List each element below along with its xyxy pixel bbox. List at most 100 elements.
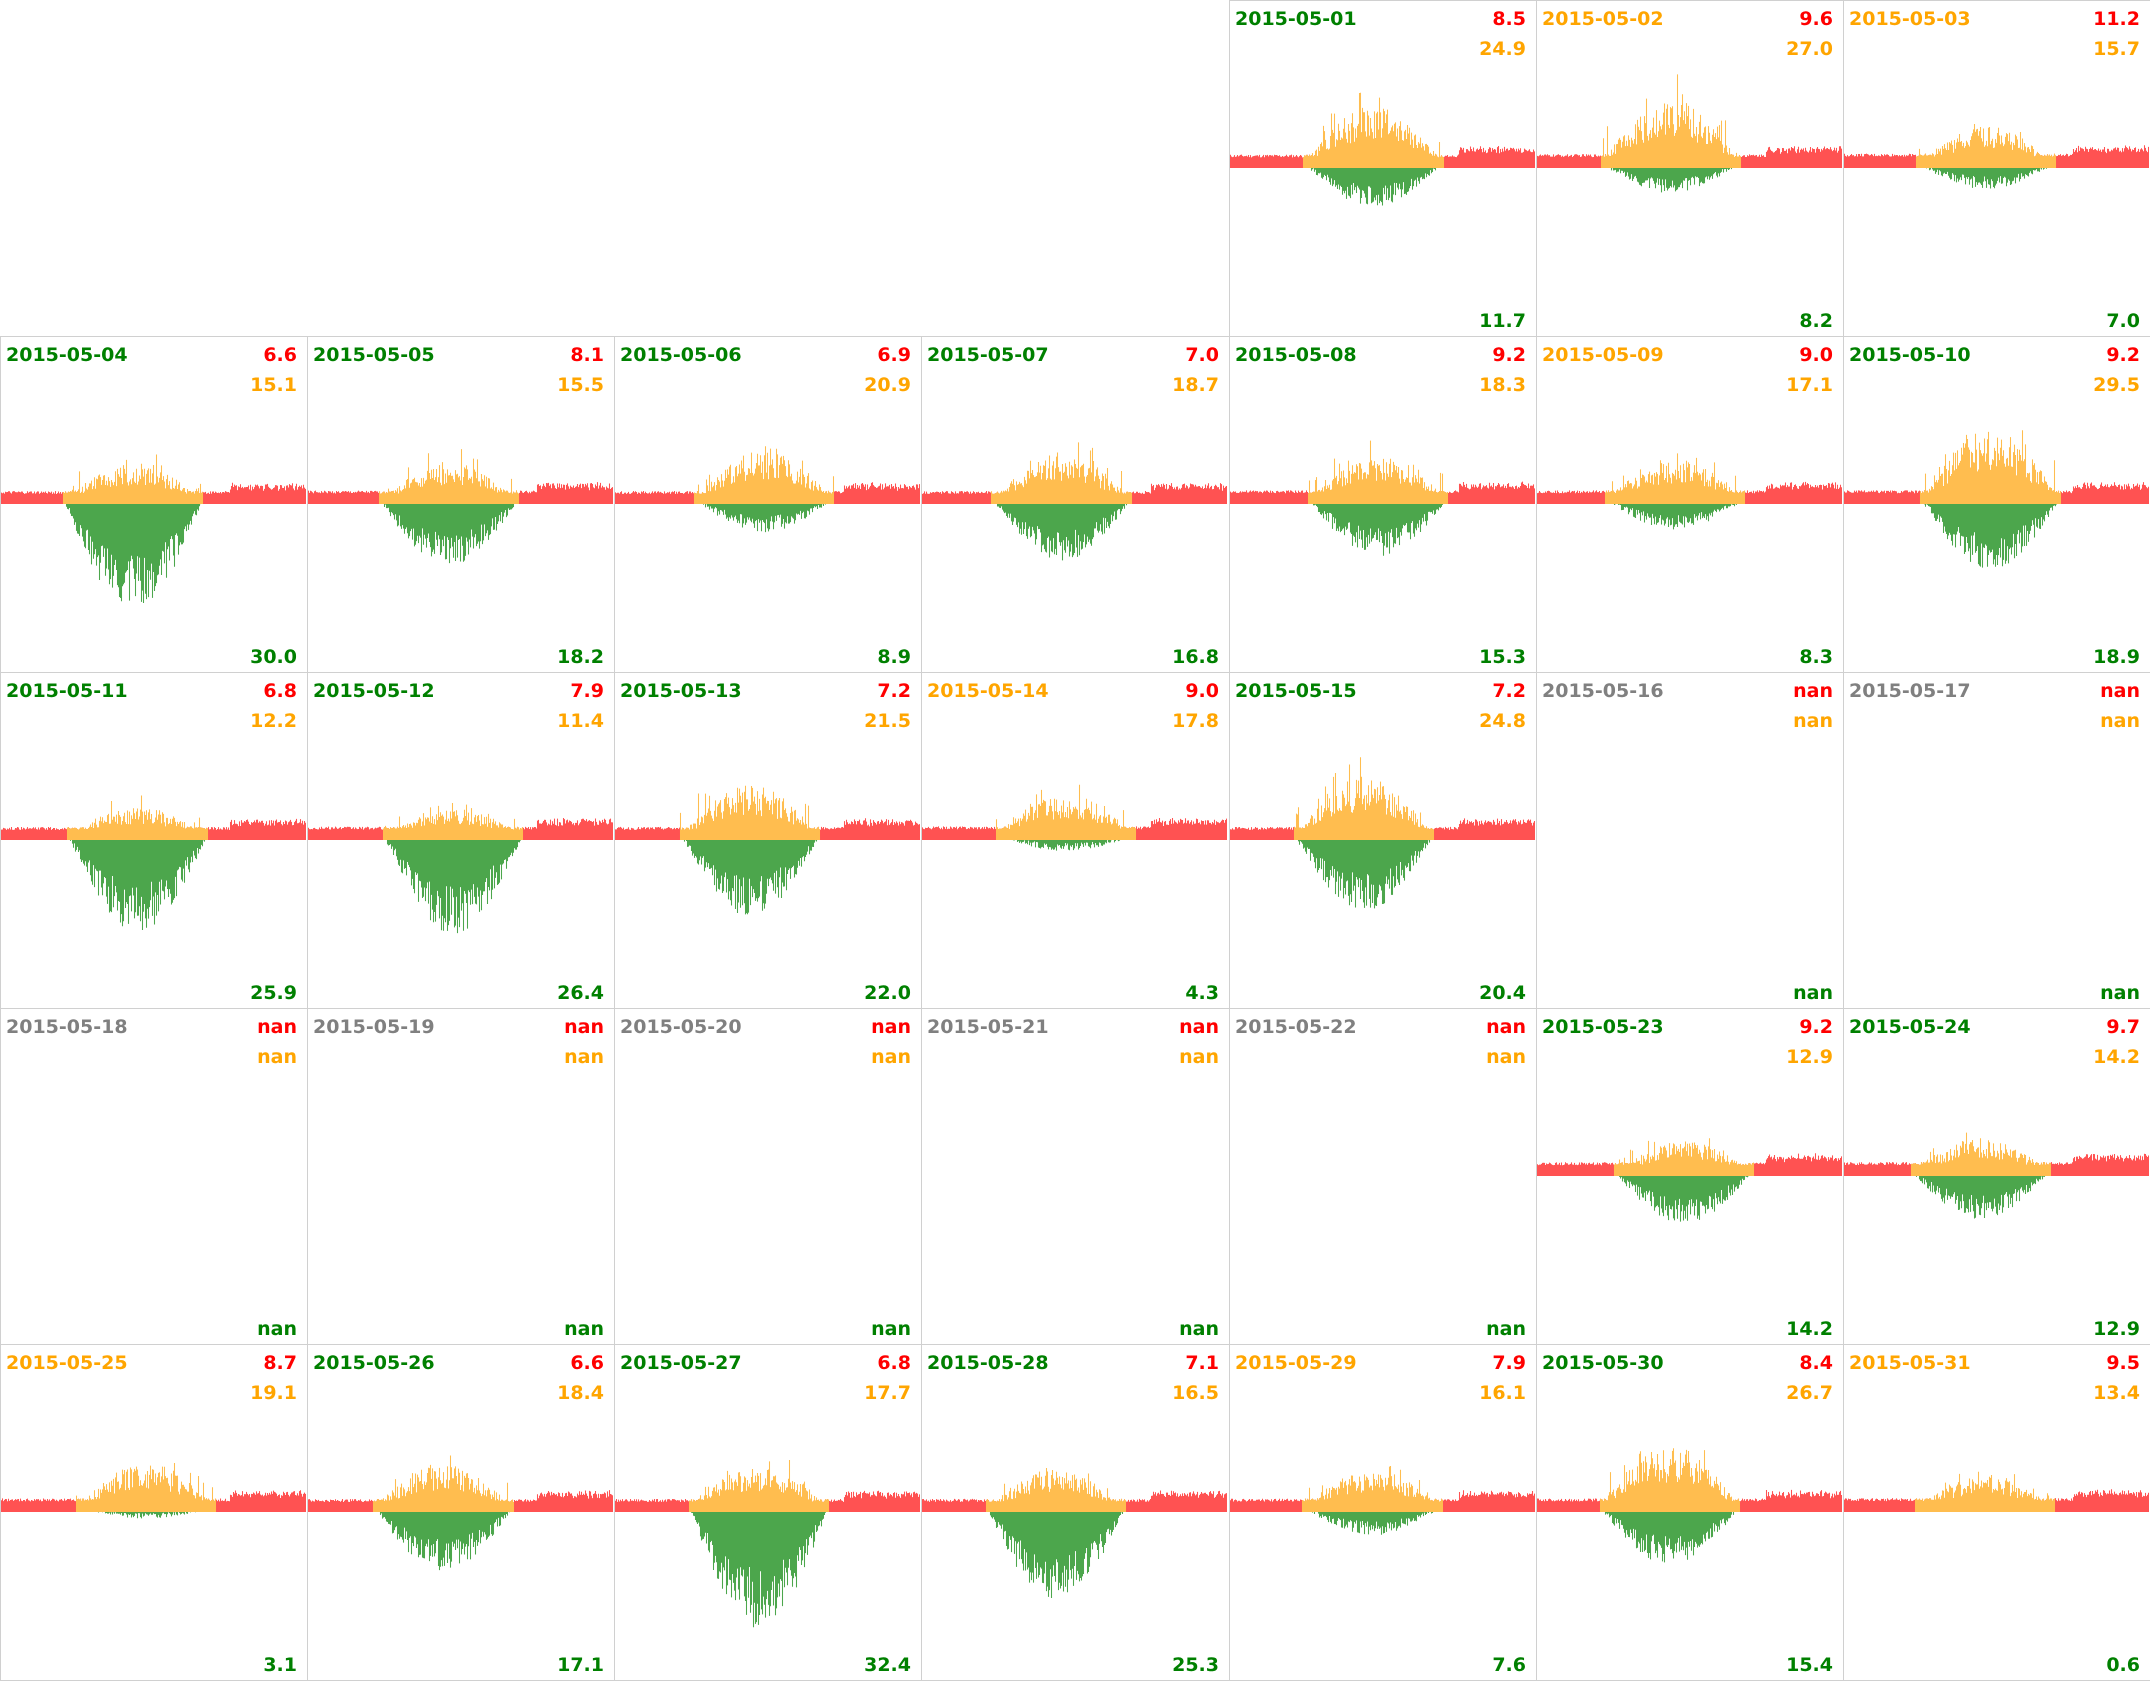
day-cell: 2015-05-17 nan nan nan <box>1843 672 2150 1009</box>
day-value-red: 9.5 <box>2106 1352 2140 1374</box>
day-value-orange: 15.1 <box>250 374 297 396</box>
day-cell: 2015-05-30 8.4 26.7 15.4 <box>1536 1344 1844 1681</box>
day-value-green: nan <box>1486 1318 1526 1340</box>
day-cell: 2015-05-05 8.1 15.5 18.2 <box>307 336 615 673</box>
day-date-label: 2015-05-08 <box>1235 344 1357 366</box>
day-plot <box>922 784 1227 851</box>
day-plot <box>1844 430 2149 568</box>
day-plot <box>1844 1471 2149 1512</box>
day-value-red: nan <box>871 1016 911 1038</box>
day-cell: 2015-05-20 nan nan nan <box>614 1008 922 1345</box>
day-value-orange: 11.4 <box>557 710 604 732</box>
day-value-red: nan <box>1179 1016 1219 1038</box>
day-cell: 2015-05-14 9.0 17.8 4.3 <box>921 672 1230 1009</box>
day-value-red: 9.2 <box>2106 344 2140 366</box>
day-value-green: nan <box>257 1318 297 1340</box>
day-value-orange: 29.5 <box>2093 374 2140 396</box>
day-value-green: nan <box>564 1318 604 1340</box>
day-date-label: 2015-05-17 <box>1849 680 1971 702</box>
day-value-green: 14.2 <box>1786 1318 1833 1340</box>
day-plot <box>922 442 1227 561</box>
day-value-orange: nan <box>257 1046 297 1068</box>
day-value-green: 8.9 <box>877 646 911 668</box>
day-value-red: 6.6 <box>263 344 297 366</box>
export-bars <box>1925 168 2048 189</box>
production-bars <box>378 449 520 504</box>
production-bars <box>985 1467 1127 1512</box>
day-value-green: 3.1 <box>263 1654 297 1676</box>
day-value-green: 18.9 <box>2093 646 2140 668</box>
day-value-green: 15.3 <box>1479 646 1526 668</box>
day-cell: 2015-05-23 9.2 12.9 14.2 <box>1536 1008 1844 1345</box>
export-bars <box>1618 1176 1750 1222</box>
day-plot <box>1230 757 1535 909</box>
day-date-label: 2015-05-15 <box>1235 680 1357 702</box>
day-value-red: nan <box>2100 680 2140 702</box>
day-plot <box>1230 1465 1535 1535</box>
day-value-green: 26.4 <box>557 982 604 1004</box>
export-bars <box>69 840 206 930</box>
day-cell: 2015-05-02 9.6 27.0 8.2 <box>1536 0 1844 337</box>
day-cell: 2015-05-28 7.1 16.5 25.3 <box>921 1344 1230 1681</box>
day-value-red: 8.1 <box>570 344 604 366</box>
day-value-orange: nan <box>564 1046 604 1068</box>
day-value-orange: 18.4 <box>557 1382 604 1404</box>
export-bars <box>1915 1176 2046 1219</box>
day-value-green: 15.4 <box>1786 1654 1833 1676</box>
day-value-green: nan <box>871 1318 911 1340</box>
day-value-green: 0.6 <box>2106 1654 2140 1676</box>
day-date-label: 2015-05-23 <box>1542 1016 1664 1038</box>
day-cell: 2015-05-15 7.2 24.8 20.4 <box>1229 672 1537 1009</box>
production-bars <box>1914 1471 2056 1512</box>
day-value-orange: 17.1 <box>1786 374 1833 396</box>
day-value-red: 8.7 <box>263 1352 297 1374</box>
day-date-label: 2015-05-01 <box>1235 8 1357 30</box>
day-cell: 2015-05-03 11.2 15.7 7.0 <box>1843 0 2150 337</box>
day-value-orange: 24.8 <box>1479 710 1526 732</box>
day-value-orange: nan <box>1179 1046 1219 1068</box>
day-value-orange: 16.1 <box>1479 1382 1526 1404</box>
day-date-label: 2015-05-02 <box>1542 8 1664 30</box>
day-cell: 2015-05-12 7.9 11.4 26.4 <box>307 672 615 1009</box>
day-plot <box>615 1459 920 1628</box>
day-value-orange: 12.9 <box>1786 1046 1833 1068</box>
empty-cell <box>921 0 1229 336</box>
day-value-orange: 24.9 <box>1479 38 1526 60</box>
day-value-green: 11.7 <box>1479 310 1526 332</box>
day-value-red: 6.8 <box>263 680 297 702</box>
day-value-red: 9.7 <box>2106 1016 2140 1038</box>
production-bars <box>1293 757 1435 840</box>
production-bars <box>1307 440 1449 504</box>
day-value-orange: 12.2 <box>250 710 297 732</box>
day-value-green: 8.2 <box>1799 310 1833 332</box>
day-date-label: 2015-05-22 <box>1235 1016 1357 1038</box>
production-bars <box>1910 1132 2052 1176</box>
empty-cell <box>0 0 307 336</box>
production-bars <box>1301 1465 1444 1512</box>
production-bars <box>372 1455 515 1512</box>
day-value-red: nan <box>1793 680 1833 702</box>
production-bars <box>1613 1138 1755 1176</box>
day-value-green: 7.0 <box>2106 310 2140 332</box>
day-date-label: 2015-05-24 <box>1849 1016 1971 1038</box>
export-bars <box>386 840 522 934</box>
day-date-label: 2015-05-13 <box>620 680 742 702</box>
day-cell: 2015-05-13 7.2 21.5 22.0 <box>614 672 922 1009</box>
day-date-label: 2015-05-16 <box>1542 680 1664 702</box>
day-value-green: nan <box>2100 982 2140 1004</box>
day-plot <box>1844 124 2149 189</box>
day-cell: 2015-05-21 nan nan nan <box>921 1008 1230 1345</box>
day-value-red: 11.2 <box>2093 8 2140 30</box>
day-plot <box>1 454 306 603</box>
day-value-orange: 26.7 <box>1786 1382 1833 1404</box>
day-value-green: 7.6 <box>1492 1654 1526 1676</box>
day-value-orange: 17.8 <box>1172 710 1219 732</box>
day-date-label: 2015-05-19 <box>313 1016 435 1038</box>
production-bars <box>1599 1448 1741 1512</box>
day-value-red: 7.2 <box>877 680 911 702</box>
day-plot <box>1 1463 306 1519</box>
day-value-red: 7.2 <box>1492 680 1526 702</box>
day-cell: 2015-05-27 6.8 17.7 32.4 <box>614 1344 922 1681</box>
day-value-orange: nan <box>1793 710 1833 732</box>
export-bars <box>1297 840 1431 909</box>
